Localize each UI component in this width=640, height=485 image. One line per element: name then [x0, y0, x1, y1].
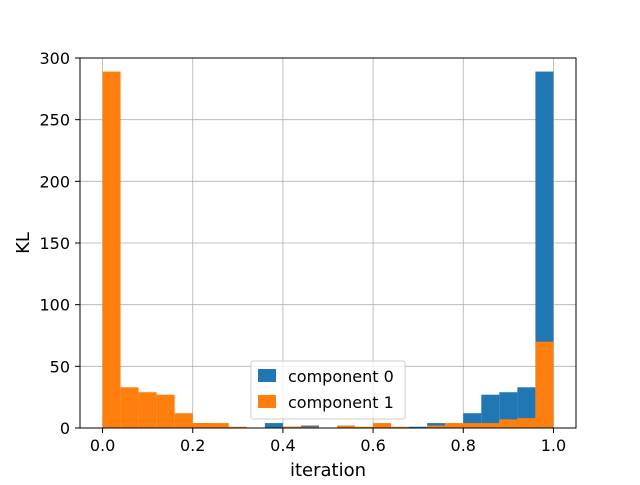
- bar-component-1-bin-7: [228, 426, 247, 428]
- x-tick-label: 0.0: [90, 436, 115, 455]
- bar-component-1-bin-13: [337, 425, 356, 428]
- y-tick-label: 200: [39, 172, 70, 191]
- legend-box: [250, 360, 406, 420]
- legend-label-component-1: component 1: [288, 393, 394, 412]
- bar-component-1-bin-1: [120, 387, 139, 428]
- bar-component-1-bin-22: [499, 419, 518, 428]
- series-component-0-bars: [192, 71, 554, 429]
- series-component-1-bars: [102, 71, 554, 429]
- y-tick-label: 150: [39, 234, 70, 253]
- x-tick-label: 0.2: [180, 436, 205, 455]
- bar-component-1-bin-0: [102, 71, 121, 429]
- bar-component-1-bin-16: [391, 426, 410, 428]
- bar-component-1-bin-23: [517, 418, 536, 428]
- bar-component-0-bin-24: [535, 71, 554, 429]
- legend-swatch-component-0: [258, 369, 276, 382]
- grid-lines: [80, 57, 576, 429]
- legend: component 0 component 1: [250, 360, 406, 420]
- bar-component-1-bin-4: [174, 413, 193, 428]
- x-tick-label: 0.8: [451, 436, 476, 455]
- bar-component-1-bin-11: [300, 426, 319, 428]
- bar-component-1-bin-24: [535, 341, 554, 428]
- bar-component-1-bin-5: [192, 423, 211, 428]
- bar-component-1-bin-14: [355, 426, 374, 428]
- bar-component-0-bin-23: [517, 387, 536, 428]
- bar-component-0-bin-9: [264, 423, 283, 428]
- y-tick-label: 300: [39, 49, 70, 68]
- x-axis-ticks: 0.0 0.2 0.4 0.6 0.8 1.0: [90, 428, 566, 455]
- bar-component-1-bin-20: [463, 423, 482, 428]
- bar-component-1-bin-10: [282, 426, 301, 428]
- bar-component-0-bin-21: [481, 394, 500, 428]
- y-axis-title: KL: [13, 232, 34, 254]
- y-axis-ticks: 0 50 100 150 200 250 300: [39, 49, 80, 438]
- x-axis-title: iteration: [290, 460, 366, 480]
- legend-label-component-0: component 0: [288, 367, 394, 386]
- y-tick-label: 50: [50, 357, 70, 376]
- bar-component-1-bin-3: [156, 394, 175, 428]
- y-tick-label: 0: [60, 419, 70, 438]
- bar-component-1-bin-18: [427, 425, 446, 428]
- legend-swatch-component-1: [258, 395, 276, 408]
- y-tick-label: 250: [39, 111, 70, 130]
- bar-component-1-bin-6: [210, 423, 229, 428]
- bar-component-1-bin-2: [138, 392, 157, 428]
- y-tick-label: 100: [39, 296, 70, 315]
- x-tick-label: 0.4: [270, 436, 295, 455]
- x-tick-label: 0.6: [360, 436, 385, 455]
- x-tick-label: 1.0: [541, 436, 566, 455]
- bar-component-0-bin-17: [409, 426, 428, 428]
- bar-component-1-bin-21: [481, 423, 500, 428]
- bar-component-0-bin-22: [499, 392, 518, 428]
- bar-component-1-bin-15: [373, 423, 392, 428]
- bar-component-1-bin-19: [445, 423, 464, 428]
